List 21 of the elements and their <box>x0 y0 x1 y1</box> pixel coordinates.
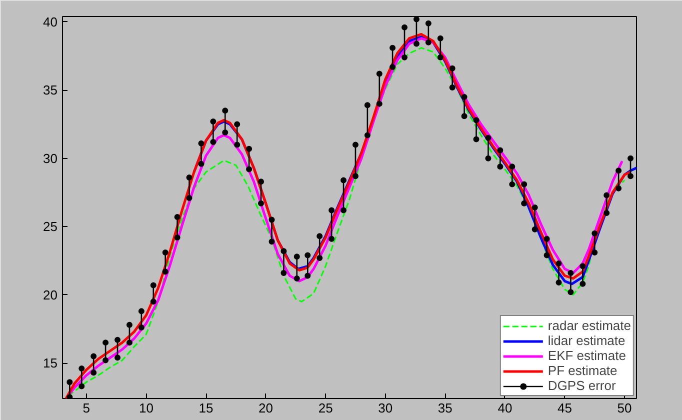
legend-label: lidar estimate <box>548 333 626 348</box>
x-tick-label: 35 <box>438 400 452 416</box>
legend-label: DGPS error <box>548 378 616 393</box>
x-tick-label: 50 <box>617 400 632 416</box>
x-tick-label: 20 <box>258 400 274 416</box>
x-tick-label: 10 <box>138 400 154 416</box>
legend-label: PF estimate <box>548 363 618 378</box>
legend-label: EKF estimate <box>548 348 626 363</box>
y-tick-label: 25 <box>43 219 58 234</box>
x-tick-label: 25 <box>318 400 333 416</box>
y-tick-label: 35 <box>43 82 58 98</box>
x-tick-label: 45 <box>558 400 572 416</box>
y-tick-label: 20 <box>43 287 58 302</box>
x-tick-label: 5 <box>82 400 90 416</box>
x-tick-label: 15 <box>198 400 214 416</box>
y-tick-label: 40 <box>43 14 58 30</box>
x-tick-label: 30 <box>378 400 393 416</box>
legend-label: radar estimate <box>548 318 631 333</box>
x-tick-label: 40 <box>498 400 512 416</box>
y-tick-label: 30 <box>43 150 58 166</box>
y-tick-label: 15 <box>43 356 58 371</box>
